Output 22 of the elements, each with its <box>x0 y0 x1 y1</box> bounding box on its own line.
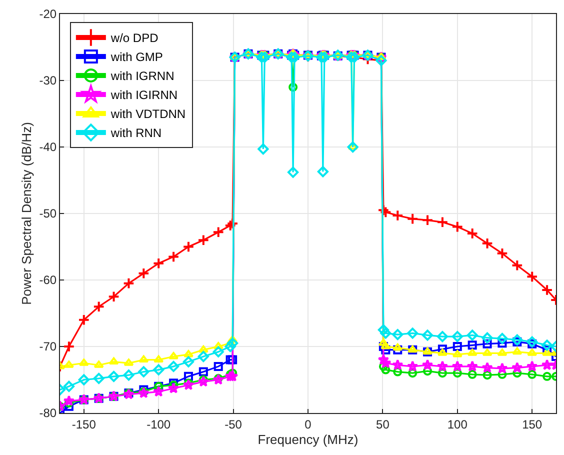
legend-label: with GMP <box>110 50 163 64</box>
legend-label: with IGIRNN <box>110 88 178 102</box>
y-tick-label: -80 <box>39 406 57 420</box>
y-axis-title: Power Spectral Density (dB/Hz) <box>19 122 34 305</box>
legend-label: with VDTDNN <box>110 107 186 122</box>
y-tick-label: -60 <box>39 273 57 288</box>
legend-label: w/o DPD <box>110 31 159 46</box>
y-tick-label: -50 <box>39 206 57 221</box>
y-tick-label: -20 <box>39 7 57 22</box>
x-tick-label: 50 <box>376 417 390 432</box>
x-axis-title: Frequency (MHz) <box>258 432 358 447</box>
legend-label: with RNN <box>110 126 162 140</box>
x-tick-label: -150 <box>72 417 96 432</box>
y-tick-label: -70 <box>39 340 57 354</box>
x-tick-label: -100 <box>146 417 171 432</box>
legend-label: with IGRNN <box>110 69 174 84</box>
x-tick-label: 150 <box>522 417 542 432</box>
x-tick-label: -50 <box>224 417 242 432</box>
y-tick-label: -40 <box>39 140 57 154</box>
x-tick-label: 100 <box>447 417 468 432</box>
x-tick-label: 0 <box>304 417 312 432</box>
y-tick-label: -30 <box>39 74 57 88</box>
